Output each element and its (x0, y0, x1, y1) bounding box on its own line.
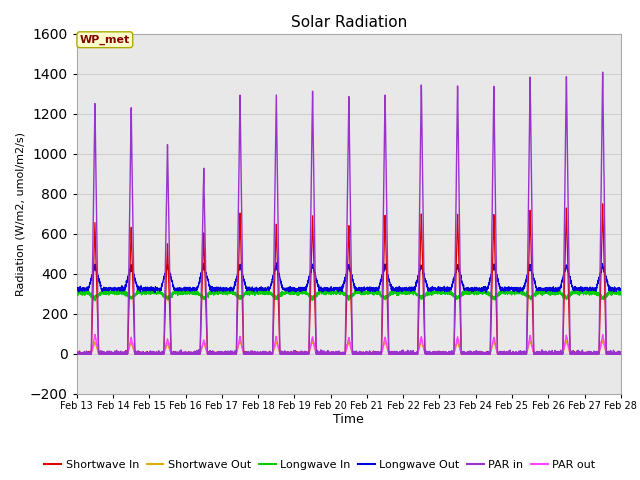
X-axis label: Time: Time (333, 413, 364, 426)
Y-axis label: Radiation (W/m2, umol/m2/s): Radiation (W/m2, umol/m2/s) (16, 132, 26, 296)
Legend: Shortwave In, Shortwave Out, Longwave In, Longwave Out, PAR in, PAR out: Shortwave In, Shortwave Out, Longwave In… (40, 456, 600, 474)
Text: WP_met: WP_met (80, 35, 130, 45)
Title: Solar Radiation: Solar Radiation (291, 15, 407, 30)
